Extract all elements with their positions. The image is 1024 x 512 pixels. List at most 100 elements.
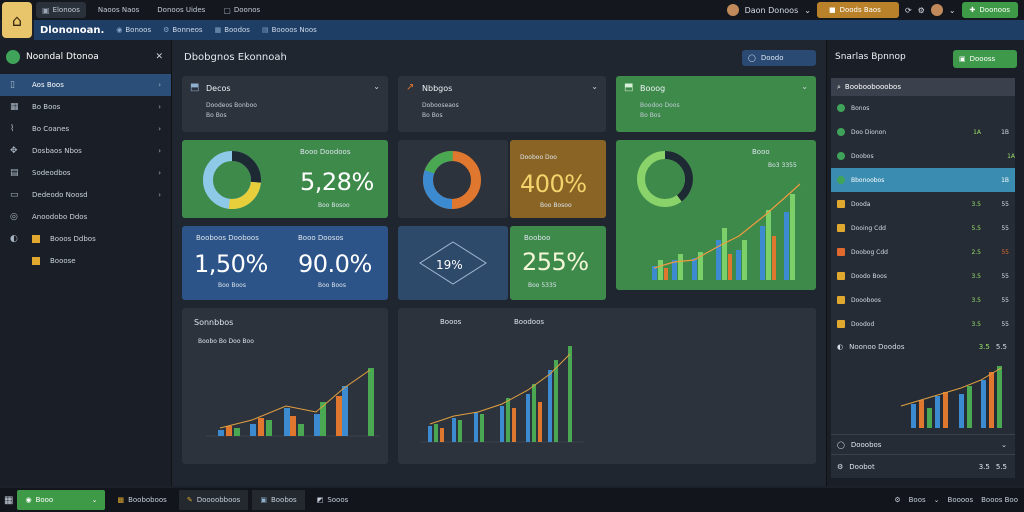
kpi-card-4[interactable]: Booboos Dooboos 1,50% Boo Boos Booo Doos… (182, 226, 388, 300)
list-value: 55 (1001, 200, 1009, 208)
square-icon (837, 272, 845, 280)
app-logo[interactable]: ⌂ (2, 2, 32, 38)
settings-icon[interactable]: ⚙ (894, 496, 901, 504)
chevron-right-icon: › (158, 169, 161, 177)
kpi-card-6[interactable]: 19% (398, 226, 508, 300)
tray-label[interactable]: Boooos (947, 496, 974, 504)
start-button[interactable]: ◉ Booo ⌄ (17, 490, 106, 510)
right-collapsible[interactable]: ◯ Dooobos ⌄ (831, 434, 1015, 454)
kpi-sub: Boo Bosoo (318, 202, 350, 209)
taskbar-tray: ⚙ Boos ⌄ Boooos Booos Boo (894, 488, 1018, 512)
tray-label[interactable]: Boos (908, 496, 926, 504)
list-value: 55 (1001, 272, 1009, 280)
user-avatar[interactable] (726, 4, 739, 16)
list-item[interactable]: Doodod 3.5 55 (831, 312, 1015, 336)
chevron-down-icon[interactable]: ⌄ (591, 82, 598, 91)
sidebar-item-3[interactable]: ✥ Dosbaos Nbos › (0, 140, 171, 162)
close-icon[interactable]: ✕ (155, 52, 163, 62)
list-item[interactable]: Doodo Boos 3.5 55 (831, 264, 1015, 288)
footer-label: Doobot (849, 462, 875, 471)
header-item[interactable]: ⚙ Bonneos (163, 26, 202, 34)
header-item[interactable]: ▤ Boooos Noos (262, 26, 317, 34)
chevron-right-icon: › (158, 147, 161, 155)
main-content: Dbobgnos Ekonnoah ◯ Doodo ⬒ Decos ⌄ Doode… (172, 40, 826, 486)
sidebar-item-label: Sodeodbos (32, 169, 71, 177)
list-item[interactable]: Dooda 3.5 55 (831, 192, 1015, 216)
kpi-value: 1,50% (194, 250, 268, 278)
card-title: Nbbgos (422, 84, 453, 93)
panel-main-chart[interactable]: Booos Boodoos (398, 308, 816, 464)
list-item[interactable]: Doobos 1A (831, 144, 1015, 168)
kpi-sub: Boo 5335 (528, 282, 557, 289)
square-icon (837, 296, 845, 304)
list-item-label: Bonos (851, 104, 870, 112)
tab-elonoos[interactable]: ▣ Elonoos (36, 2, 86, 18)
status-dot (837, 152, 845, 160)
tab-donoos[interactable]: Donoos Uides (151, 2, 211, 18)
list-item[interactable]: Dooing Cdd 5.5 55 (831, 216, 1015, 240)
chevron-down-icon[interactable]: ⌄ (801, 82, 808, 91)
tab-doonos[interactable]: ▢ Doonos (217, 2, 266, 18)
user-name[interactable]: Daon Donoos (744, 5, 799, 15)
sidebar-item-1[interactable]: ▦ Bo Boos › (0, 96, 171, 118)
sidebar-item-5[interactable]: ▭ Dedeodo Noosd › (0, 184, 171, 206)
right-footer-row[interactable]: ⚙ Doobot 3.5 5.5 (831, 454, 1015, 478)
panel-sonnbbos[interactable]: Sonnbbos Boobo Bo Doo Boo (182, 308, 388, 464)
user-avatar-2[interactable] (930, 4, 943, 16)
sidebar-item-7[interactable]: ◐ Booos Ddbos (0, 228, 171, 250)
list-value: 1B (1001, 176, 1009, 184)
list-item[interactable]: Doooboos 3.5 55 (831, 288, 1015, 312)
sidebar-item-4[interactable]: ▤ Sodeodbos › (0, 162, 171, 184)
taskbar-app[interactable]: ◩ Sooos (309, 490, 357, 510)
chart-icon: ◩ (316, 496, 324, 504)
header-item[interactable]: ◉ Bonoos (116, 26, 151, 34)
sidebar-item-6[interactable]: ◎ Anoodobo Ddos (0, 206, 171, 228)
status-dot (837, 104, 845, 112)
kpi-card-7[interactable]: Booboo 255% Boo 5335 (510, 226, 606, 300)
list-item-selected[interactable]: Bbonoobos 1B (831, 168, 1015, 192)
chevron-down-icon[interactable]: ⌄ (948, 5, 956, 15)
list-item[interactable]: Doobog Cdd 2.5 55 (831, 240, 1015, 264)
amber-action-button[interactable]: ■ Doods Baos (816, 2, 899, 18)
right-mini-chart: ◐ Noonoo Doodos 3.5 5.5 (831, 338, 1015, 434)
card-subtitle: Dobooseaos (422, 102, 459, 109)
sidebar-item-8[interactable]: Booose (0, 250, 171, 272)
chevron-down-icon[interactable]: ⌄ (804, 5, 811, 15)
legend-label: Booos (440, 318, 462, 326)
chart-icon: ⬒ (624, 82, 634, 93)
sidebar-item-2[interactable]: ⌇ Bo Coanes › (0, 118, 171, 140)
bar-chart-3 (652, 183, 801, 280)
chevron-down-icon: ⌄ (91, 496, 98, 504)
taskbar-app[interactable]: ✎ Doooobboos (178, 490, 249, 510)
sidebar-item-0[interactable]: ▯ Aos Boos › (0, 74, 171, 96)
list-item[interactable]: Doo Dionon 1A 1B (831, 120, 1015, 144)
sync-icon[interactable]: ⟳ (904, 5, 912, 15)
tab-naoos[interactable]: Naoos Naos (92, 2, 145, 18)
kpi-value: 19% (436, 258, 463, 272)
list-item[interactable]: Bonos (831, 96, 1015, 120)
right-panel-button[interactable]: ▣ Doooss (953, 50, 1017, 68)
app-icon (6, 50, 20, 64)
chevron-down-icon[interactable]: ⌄ (373, 82, 380, 91)
kpi-card-3-chart[interactable]: Booo Bo3 3355 (616, 140, 816, 290)
diamond-badge (419, 241, 487, 285)
green-action-button[interactable]: ✚ Doonoos (961, 2, 1018, 18)
grid-icon[interactable]: ▦ (4, 494, 14, 506)
mini-chart-value: 3.5 (978, 343, 990, 351)
kpi-card-2[interactable]: Dooboo Doo 400% Boo Bosoo (510, 140, 606, 218)
card-nbbgos[interactable]: ↗ Nbbgos ⌄ Dobooseaos Bo Bos (398, 76, 606, 132)
header-item[interactable]: ▦ Boodos (215, 26, 250, 34)
main-action-button[interactable]: ◯ Doodo (742, 50, 816, 66)
tray-label[interactable]: Booos Boo (981, 496, 1018, 504)
kpi-card-donut-2[interactable] (398, 140, 508, 218)
taskbar-app[interactable]: ▩ Booboboos (109, 490, 174, 510)
chevron-down-icon[interactable]: ⌄ (933, 496, 940, 504)
kpi-card-1[interactable]: Booo Doodoos 5,28% Boo Bosoo (182, 140, 388, 218)
kpi-title: Booo Doosos (298, 234, 344, 242)
settings-icon[interactable]: ⚙ (917, 5, 925, 15)
square-icon (837, 200, 845, 208)
list-value: 3.5 (971, 272, 981, 280)
taskbar-app[interactable]: ▣ Boobos (252, 490, 305, 510)
card-booog[interactable]: ⬒ Booog ⌄ Boodoo Doos Bo Bos (616, 76, 816, 132)
card-decos[interactable]: ⬒ Decos ⌄ Doodeos Bonboo Bo Bos (182, 76, 388, 132)
